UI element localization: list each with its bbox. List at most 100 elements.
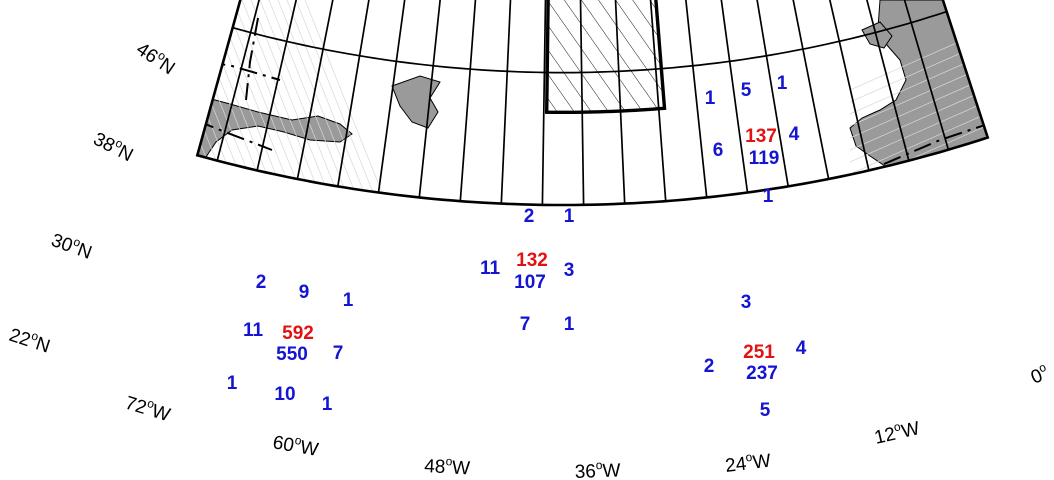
track-stripe xyxy=(849,0,988,91)
meridian-line xyxy=(336,0,370,187)
cell-count: 1 xyxy=(322,394,333,415)
track-stripe xyxy=(304,0,426,205)
track-stripe xyxy=(850,300,1054,390)
track-stripe xyxy=(197,0,282,205)
cell-count: 2 xyxy=(256,272,267,293)
track-stripe xyxy=(268,0,390,205)
track-stripe xyxy=(295,0,417,205)
study-region-border xyxy=(544,0,667,114)
hatched-study-region xyxy=(546,0,665,113)
track-stripe xyxy=(849,11,988,103)
track-stripe xyxy=(850,216,1054,306)
track-stripe xyxy=(850,336,1054,426)
meridian-line xyxy=(579,0,585,205)
cell-count: 1 xyxy=(343,290,354,311)
lon-label-60w: 60oW xyxy=(271,429,320,461)
cell-count: 1 xyxy=(763,186,774,207)
ship-track-dashes xyxy=(197,17,1054,380)
meridian-line xyxy=(459,0,477,202)
lat-label-46: 46oN xyxy=(132,36,180,79)
track-stripe xyxy=(849,83,988,175)
cell-count: 132 xyxy=(516,250,548,271)
cell-count: 2 xyxy=(524,206,535,227)
land-polygon xyxy=(861,21,893,49)
meridian-line xyxy=(216,0,260,161)
track-stripe xyxy=(849,179,988,205)
land-polygon xyxy=(197,0,353,205)
land-masses xyxy=(94,0,1054,420)
track-stripe xyxy=(849,71,988,163)
meridian-line xyxy=(866,0,910,161)
cell-count: 6 xyxy=(713,140,724,161)
track-dashdot xyxy=(197,107,273,151)
map-frame xyxy=(195,0,990,207)
track-stripe xyxy=(850,288,1054,378)
meridian-line xyxy=(649,0,667,202)
track-stripe xyxy=(259,0,381,205)
track-stripe xyxy=(850,324,1054,414)
meridian-line xyxy=(296,0,334,180)
track-stripe xyxy=(849,155,988,205)
lat-label-38: 38oN xyxy=(90,126,138,166)
track-stripe xyxy=(850,276,1054,366)
track-dashdot xyxy=(870,250,1054,320)
track-stripe xyxy=(850,252,1054,342)
cell-count: 1 xyxy=(705,88,716,109)
lon-label-48w: 48oW xyxy=(424,453,471,479)
cell-count: 1 xyxy=(564,206,575,227)
meridian-line xyxy=(828,0,870,171)
track-stripe xyxy=(850,348,1054,438)
track-stripe xyxy=(849,167,988,205)
cell-count: 10 xyxy=(274,384,295,405)
meridian-line xyxy=(377,0,406,193)
cell-count: 237 xyxy=(746,363,778,384)
track-dashdot xyxy=(990,300,1012,380)
land-polygon xyxy=(128,370,140,382)
track-stripe xyxy=(849,191,988,205)
cell-count: 3 xyxy=(564,260,575,281)
track-dashdot xyxy=(880,226,980,268)
meridian-line xyxy=(792,0,830,180)
track-stripe xyxy=(241,0,363,205)
land-polygon xyxy=(391,75,441,129)
track-stripe xyxy=(197,0,300,205)
land-polygon xyxy=(838,218,1054,420)
lon-label-24w: 24oW xyxy=(724,448,772,477)
lon-label-0: 0o xyxy=(1027,360,1052,389)
meridian-line xyxy=(418,0,441,198)
land-polygon xyxy=(94,326,118,340)
cell-count: 1 xyxy=(227,373,238,394)
cell-count: 592 xyxy=(282,323,314,344)
cell-count: 107 xyxy=(514,272,546,293)
cell-count: 119 xyxy=(749,148,780,169)
meridian-line xyxy=(720,0,749,193)
track-stripe xyxy=(197,0,273,205)
cell-count: 1 xyxy=(777,73,788,94)
track-stripe xyxy=(197,0,291,205)
cell-count: 11 xyxy=(243,320,264,341)
land-polygon xyxy=(846,318,858,334)
track-stripe xyxy=(850,228,1054,318)
meridian-line xyxy=(614,0,626,204)
land-polygon xyxy=(820,336,832,346)
lat-lon-grid xyxy=(216,0,950,205)
track-stripe xyxy=(214,0,336,205)
cell-count: 9 xyxy=(299,282,310,303)
meridian-line xyxy=(256,0,298,171)
cell-count: 137 xyxy=(745,126,777,147)
cell-count: 3 xyxy=(741,292,752,313)
track-stripe xyxy=(232,0,354,205)
cell-count: 4 xyxy=(796,338,807,359)
lat-label-22: 22oN xyxy=(6,322,53,358)
cell-count: 5 xyxy=(760,400,771,421)
lon-label-72w: 72oW xyxy=(123,390,174,426)
lon-label-36w: 36oW xyxy=(574,457,621,480)
cell-count: 251 xyxy=(743,342,775,363)
track-stripe xyxy=(205,0,327,205)
track-dashdot xyxy=(883,99,988,165)
parallel-line xyxy=(232,10,947,74)
track-stripe xyxy=(850,264,1054,354)
track-stripe xyxy=(850,240,1054,330)
